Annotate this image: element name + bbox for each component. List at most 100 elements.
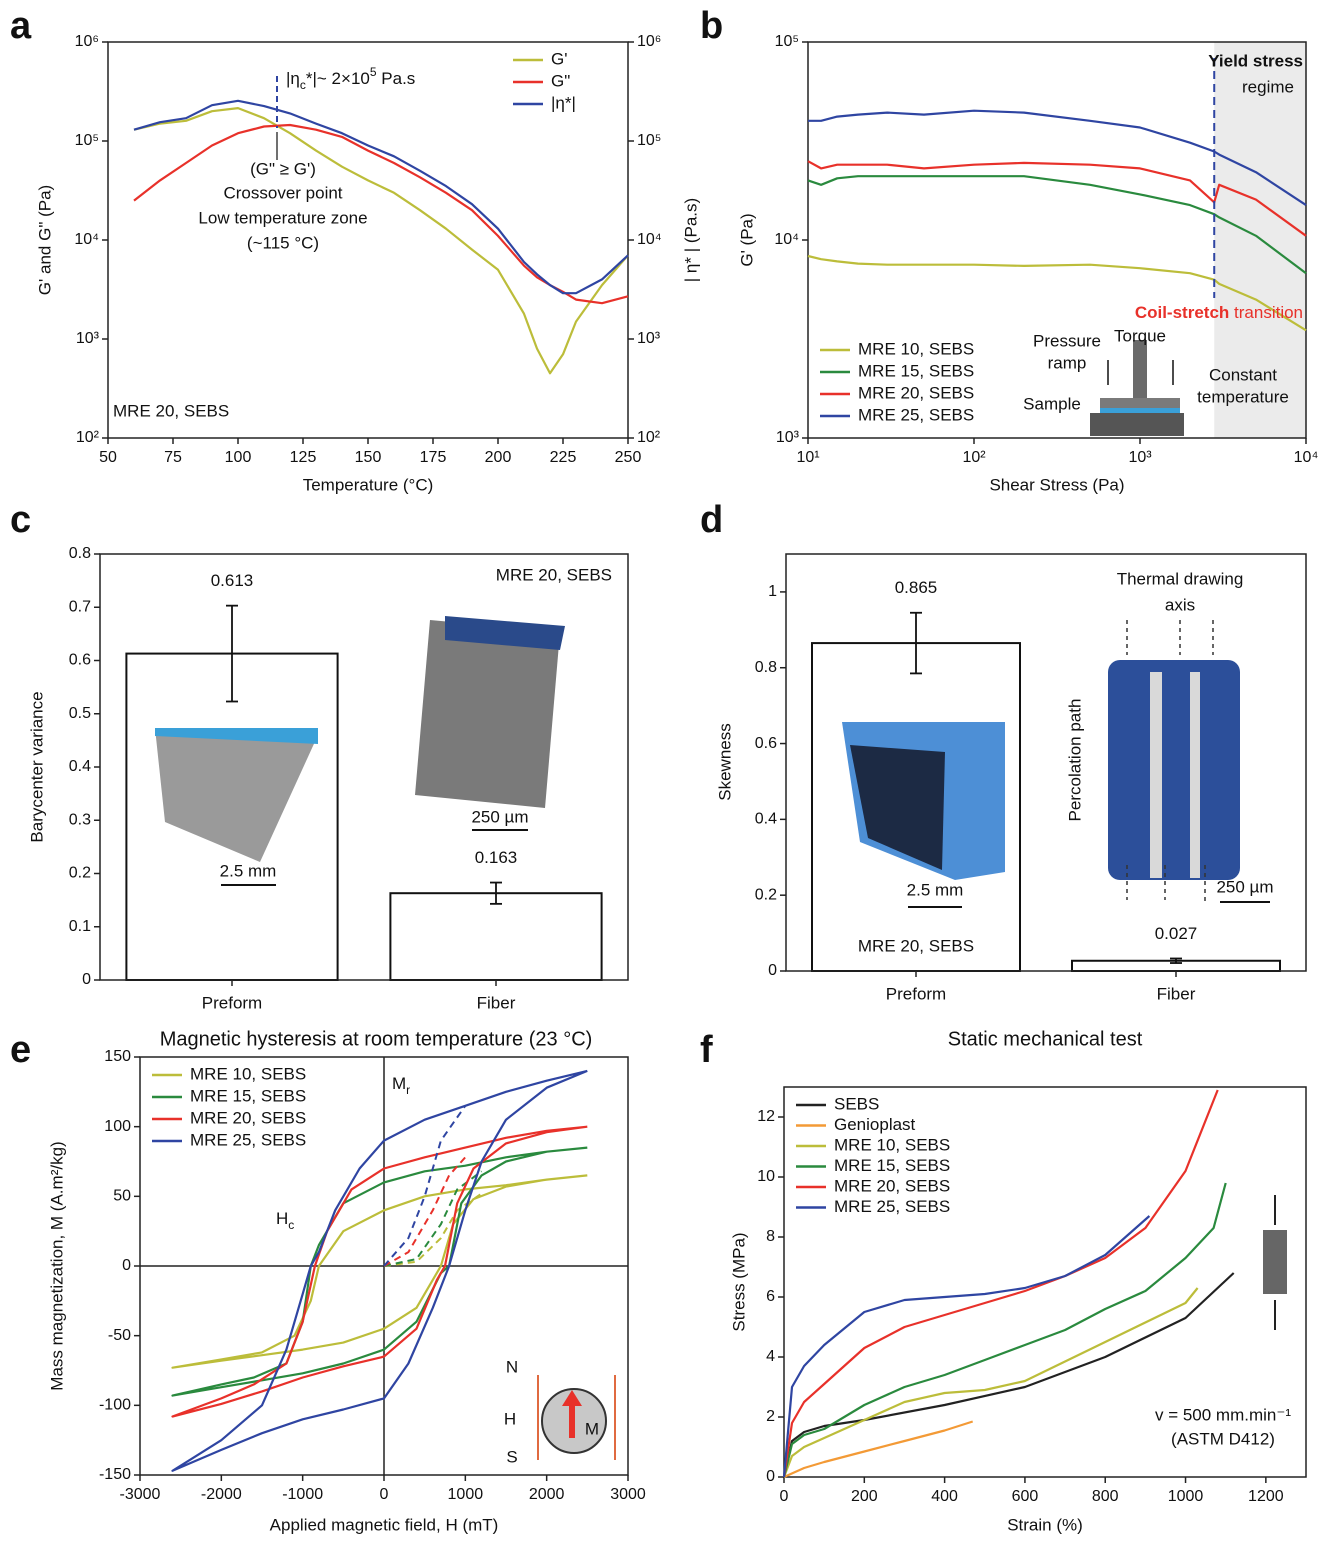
x-tick-label: Fiber bbox=[1157, 984, 1196, 1003]
x-tick-label: Preform bbox=[886, 984, 946, 1003]
value-label: 0.613 bbox=[211, 571, 254, 590]
y-tick-label: 10 bbox=[757, 1168, 775, 1185]
y-tick-label: 10⁴ bbox=[74, 231, 99, 248]
fiber-stripe bbox=[1150, 672, 1162, 878]
x-axis-label: Shear Stress (Pa) bbox=[989, 475, 1124, 494]
y-tick-label: 2 bbox=[766, 1408, 775, 1425]
y-tick-label: -100 bbox=[99, 1397, 131, 1414]
x-tick-label: 800 bbox=[1092, 1488, 1119, 1505]
initial-curve bbox=[383, 1105, 467, 1267]
panel-letter: a bbox=[10, 5, 32, 47]
x-axis-label: Strain (%) bbox=[1007, 1515, 1083, 1534]
series-line bbox=[171, 1125, 588, 1418]
annotation-part: r bbox=[406, 1083, 410, 1097]
legend-label: MRE 15, SEBS bbox=[858, 361, 974, 380]
annotation-part: c bbox=[288, 1218, 294, 1232]
panel-letter: e bbox=[10, 1029, 31, 1071]
preform-image bbox=[155, 728, 318, 862]
torque-shaft bbox=[1133, 340, 1147, 398]
y2-tick-label: 10⁵ bbox=[637, 132, 661, 149]
x-tick-label: Fiber bbox=[477, 993, 516, 1012]
annotation-part: Pa.s bbox=[377, 69, 416, 88]
fiber-image bbox=[1108, 660, 1240, 880]
x-tick-label: 75 bbox=[164, 449, 182, 466]
chart-layer: a Temperature (°C) G' and G" (Pa) | η* | (P… bbox=[10, 5, 1318, 1534]
annotation: MRE 20, SEBS bbox=[858, 936, 974, 955]
y-axis-label: Mass magnetization, M (A.m²/kg) bbox=[47, 1141, 66, 1390]
y-tick-label: 0.1 bbox=[69, 918, 91, 935]
annotation: Percolation path bbox=[1065, 699, 1084, 822]
annotation: Torque bbox=[1114, 326, 1166, 345]
annotation-part: *|~ 2×10 bbox=[306, 69, 370, 88]
annotation: 250 µm bbox=[1216, 877, 1273, 896]
x-tick-label: 50 bbox=[99, 449, 117, 466]
series-line bbox=[133, 107, 629, 375]
x-tick-label: -3000 bbox=[120, 1486, 161, 1503]
preform-image-cut bbox=[850, 745, 945, 870]
annotation-part: c bbox=[300, 78, 306, 92]
x-tick-label: 175 bbox=[420, 449, 447, 466]
x-tick-label: 10¹ bbox=[796, 449, 819, 466]
annotation: MRE 20, SEBS bbox=[496, 565, 612, 584]
y-tick-label: 0 bbox=[766, 1468, 775, 1485]
y2-axis-label: | η* | (Pa.s) bbox=[681, 198, 700, 282]
x-tick-label: -2000 bbox=[201, 1486, 242, 1503]
annotation: (ASTM D412) bbox=[1171, 1429, 1275, 1448]
y-tick-label: 0.2 bbox=[755, 886, 777, 903]
annotation-part: M bbox=[392, 1074, 406, 1093]
x-tick-label: 225 bbox=[550, 449, 577, 466]
sample bbox=[1100, 408, 1180, 413]
y-axis-label: Barycenter variance bbox=[27, 691, 46, 842]
series-line bbox=[808, 109, 1307, 207]
annotation: |ηc*|~ 2×105 Pa.s bbox=[286, 65, 415, 92]
annotation-part: transition bbox=[1229, 303, 1303, 322]
x-tick-label: 0 bbox=[780, 1488, 789, 1505]
y-axis-label: Stress (MPa) bbox=[729, 1232, 748, 1331]
y-tick-label: 0.4 bbox=[69, 758, 91, 775]
x-axis-label: Temperature (°C) bbox=[303, 475, 434, 494]
x-tick-label: 200 bbox=[851, 1488, 878, 1505]
y-axis-label: Skewness bbox=[715, 723, 734, 800]
fiber-stripe bbox=[1190, 672, 1200, 878]
x-tick-label: 125 bbox=[290, 449, 317, 466]
series-line bbox=[807, 254, 1307, 332]
annotation: MRE 20, SEBS bbox=[113, 401, 229, 420]
y-tick-label: 0 bbox=[122, 1257, 131, 1274]
annotation: N bbox=[506, 1357, 518, 1376]
x-tick-label: 0 bbox=[380, 1486, 389, 1503]
y-tick-label: 0.2 bbox=[69, 865, 91, 882]
panel-letter: b bbox=[700, 5, 723, 47]
y-tick-label: 4 bbox=[766, 1348, 775, 1365]
x-tick-label: 3000 bbox=[610, 1486, 646, 1503]
y-tick-label: 0 bbox=[82, 971, 91, 988]
x-tick-label: 10² bbox=[962, 449, 986, 466]
y-tick-label: 0.8 bbox=[69, 545, 91, 562]
annotation: (~115 °C) bbox=[247, 233, 319, 252]
plot-frame bbox=[785, 553, 1307, 972]
annotation: S bbox=[506, 1447, 517, 1466]
y-axis-label: G' (Pa) bbox=[737, 213, 756, 266]
y-tick-label: 12 bbox=[757, 1108, 775, 1125]
x-tick-label: 100 bbox=[225, 449, 252, 466]
y2-tick-label: 10³ bbox=[637, 330, 661, 347]
series-line bbox=[782, 1182, 1227, 1478]
annotation: Pressure bbox=[1033, 331, 1101, 350]
legend-label: MRE 10, SEBS bbox=[858, 339, 974, 358]
legend-label: MRE 20, SEBS bbox=[858, 383, 974, 402]
annotation: axis bbox=[1165, 595, 1195, 614]
x-tick-label: 1000 bbox=[448, 1486, 484, 1503]
plot-frame bbox=[783, 1086, 1307, 1478]
preform-image-top bbox=[155, 728, 318, 744]
y-tick-label: 10³ bbox=[76, 330, 100, 347]
panel-letter: c bbox=[10, 499, 31, 541]
x-tick-label: 400 bbox=[931, 1488, 958, 1505]
fiber-image bbox=[415, 620, 560, 808]
annotation: Yield stress bbox=[1208, 51, 1303, 70]
y-axis-label: G' and G" (Pa) bbox=[35, 185, 54, 295]
annotation-part: |η bbox=[286, 69, 300, 88]
x-tick-label: 150 bbox=[355, 449, 382, 466]
series-line bbox=[133, 99, 629, 295]
series-line bbox=[171, 1146, 588, 1397]
series-line bbox=[807, 160, 1307, 237]
